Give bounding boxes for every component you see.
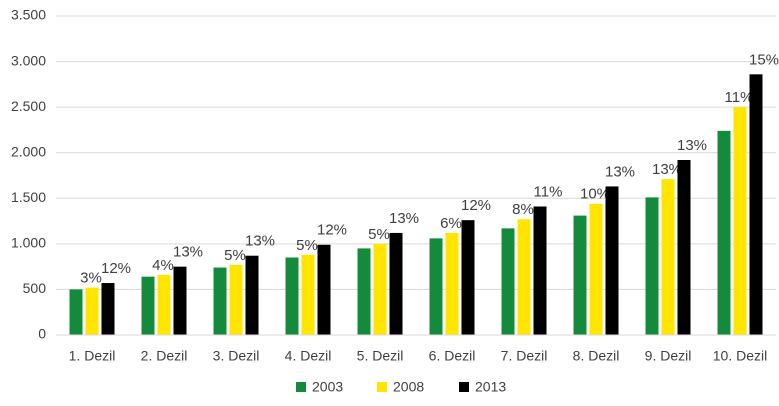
bar — [373, 243, 387, 335]
bar — [213, 267, 227, 335]
y-tick-label: 500 — [23, 280, 47, 296]
x-tick-label: 9. Dezil — [645, 348, 692, 364]
bar — [141, 276, 155, 335]
bar-label: 5% — [296, 237, 318, 254]
bar-label: 13% — [389, 210, 419, 227]
legend-label: 2008 — [393, 379, 424, 395]
x-tick-label: 5. Dezil — [357, 348, 404, 364]
bar — [69, 289, 83, 335]
bar — [445, 232, 459, 335]
bar — [573, 215, 587, 335]
y-tick-label: 3.500 — [11, 7, 46, 23]
bar-label: 13% — [652, 161, 682, 178]
bar-label: 13% — [173, 244, 203, 261]
bar-label: 11% — [725, 89, 754, 106]
bar — [677, 160, 691, 335]
bar-label: 13% — [677, 137, 707, 154]
legend-label: 2003 — [312, 379, 343, 395]
bar — [429, 238, 443, 335]
bar-label: 12% — [101, 260, 131, 277]
bar — [229, 264, 243, 335]
bar — [605, 186, 619, 335]
bar-label: 12% — [317, 222, 347, 239]
bar-label: 5% — [224, 247, 246, 264]
bar — [85, 287, 99, 335]
bar — [101, 283, 115, 335]
bar — [245, 255, 259, 335]
bar — [461, 220, 475, 335]
x-tick-label: 3. Dezil — [213, 348, 260, 364]
bar — [589, 203, 603, 335]
bar-label: 10% — [580, 186, 610, 203]
y-tick-label: 1.000 — [11, 235, 46, 251]
bar — [517, 219, 531, 335]
bar — [157, 274, 171, 335]
bar-label: 3% — [80, 270, 102, 287]
bar — [717, 130, 731, 335]
bar — [389, 232, 403, 335]
y-tick-label: 1.500 — [11, 189, 46, 205]
bar-label: 5% — [368, 226, 390, 243]
bar-label: 6% — [440, 215, 462, 232]
bar — [749, 74, 763, 336]
y-tick-label: 3.000 — [11, 52, 46, 68]
bar — [501, 228, 515, 335]
bar-label: 13% — [605, 163, 635, 180]
x-tick-label: 1. Dezil — [69, 348, 116, 364]
y-tick-label: 0 — [38, 326, 46, 342]
bar — [661, 179, 675, 335]
x-tick-label: 4. Dezil — [285, 348, 332, 364]
bar — [533, 206, 547, 335]
x-tick-label: 7. Dezil — [501, 348, 548, 364]
x-tick-label: 2. Dezil — [141, 348, 188, 364]
bar — [285, 257, 299, 335]
bar — [357, 248, 371, 335]
legend-label: 2013 — [475, 379, 506, 395]
legend-swatch — [377, 382, 387, 392]
legend-swatch — [296, 382, 306, 392]
x-tick-label: 10. Dezil — [713, 348, 767, 364]
bar — [645, 197, 659, 335]
bar — [317, 244, 331, 335]
x-tick-label: 6. Dezil — [429, 348, 476, 364]
bar-label: 8% — [512, 201, 534, 218]
bar — [733, 107, 747, 336]
bar — [173, 266, 187, 335]
bar-label: 11% — [534, 183, 563, 200]
bar-label: 13% — [245, 233, 275, 250]
bar-label: 15% — [749, 51, 779, 68]
y-tick-label: 2.000 — [11, 143, 46, 159]
bar-label: 4% — [152, 257, 174, 274]
bar — [301, 254, 315, 335]
x-tick-label: 8. Dezil — [573, 348, 620, 364]
bar-label: 12% — [461, 197, 491, 214]
y-tick-label: 2.500 — [11, 98, 46, 114]
legend-swatch — [459, 382, 469, 392]
